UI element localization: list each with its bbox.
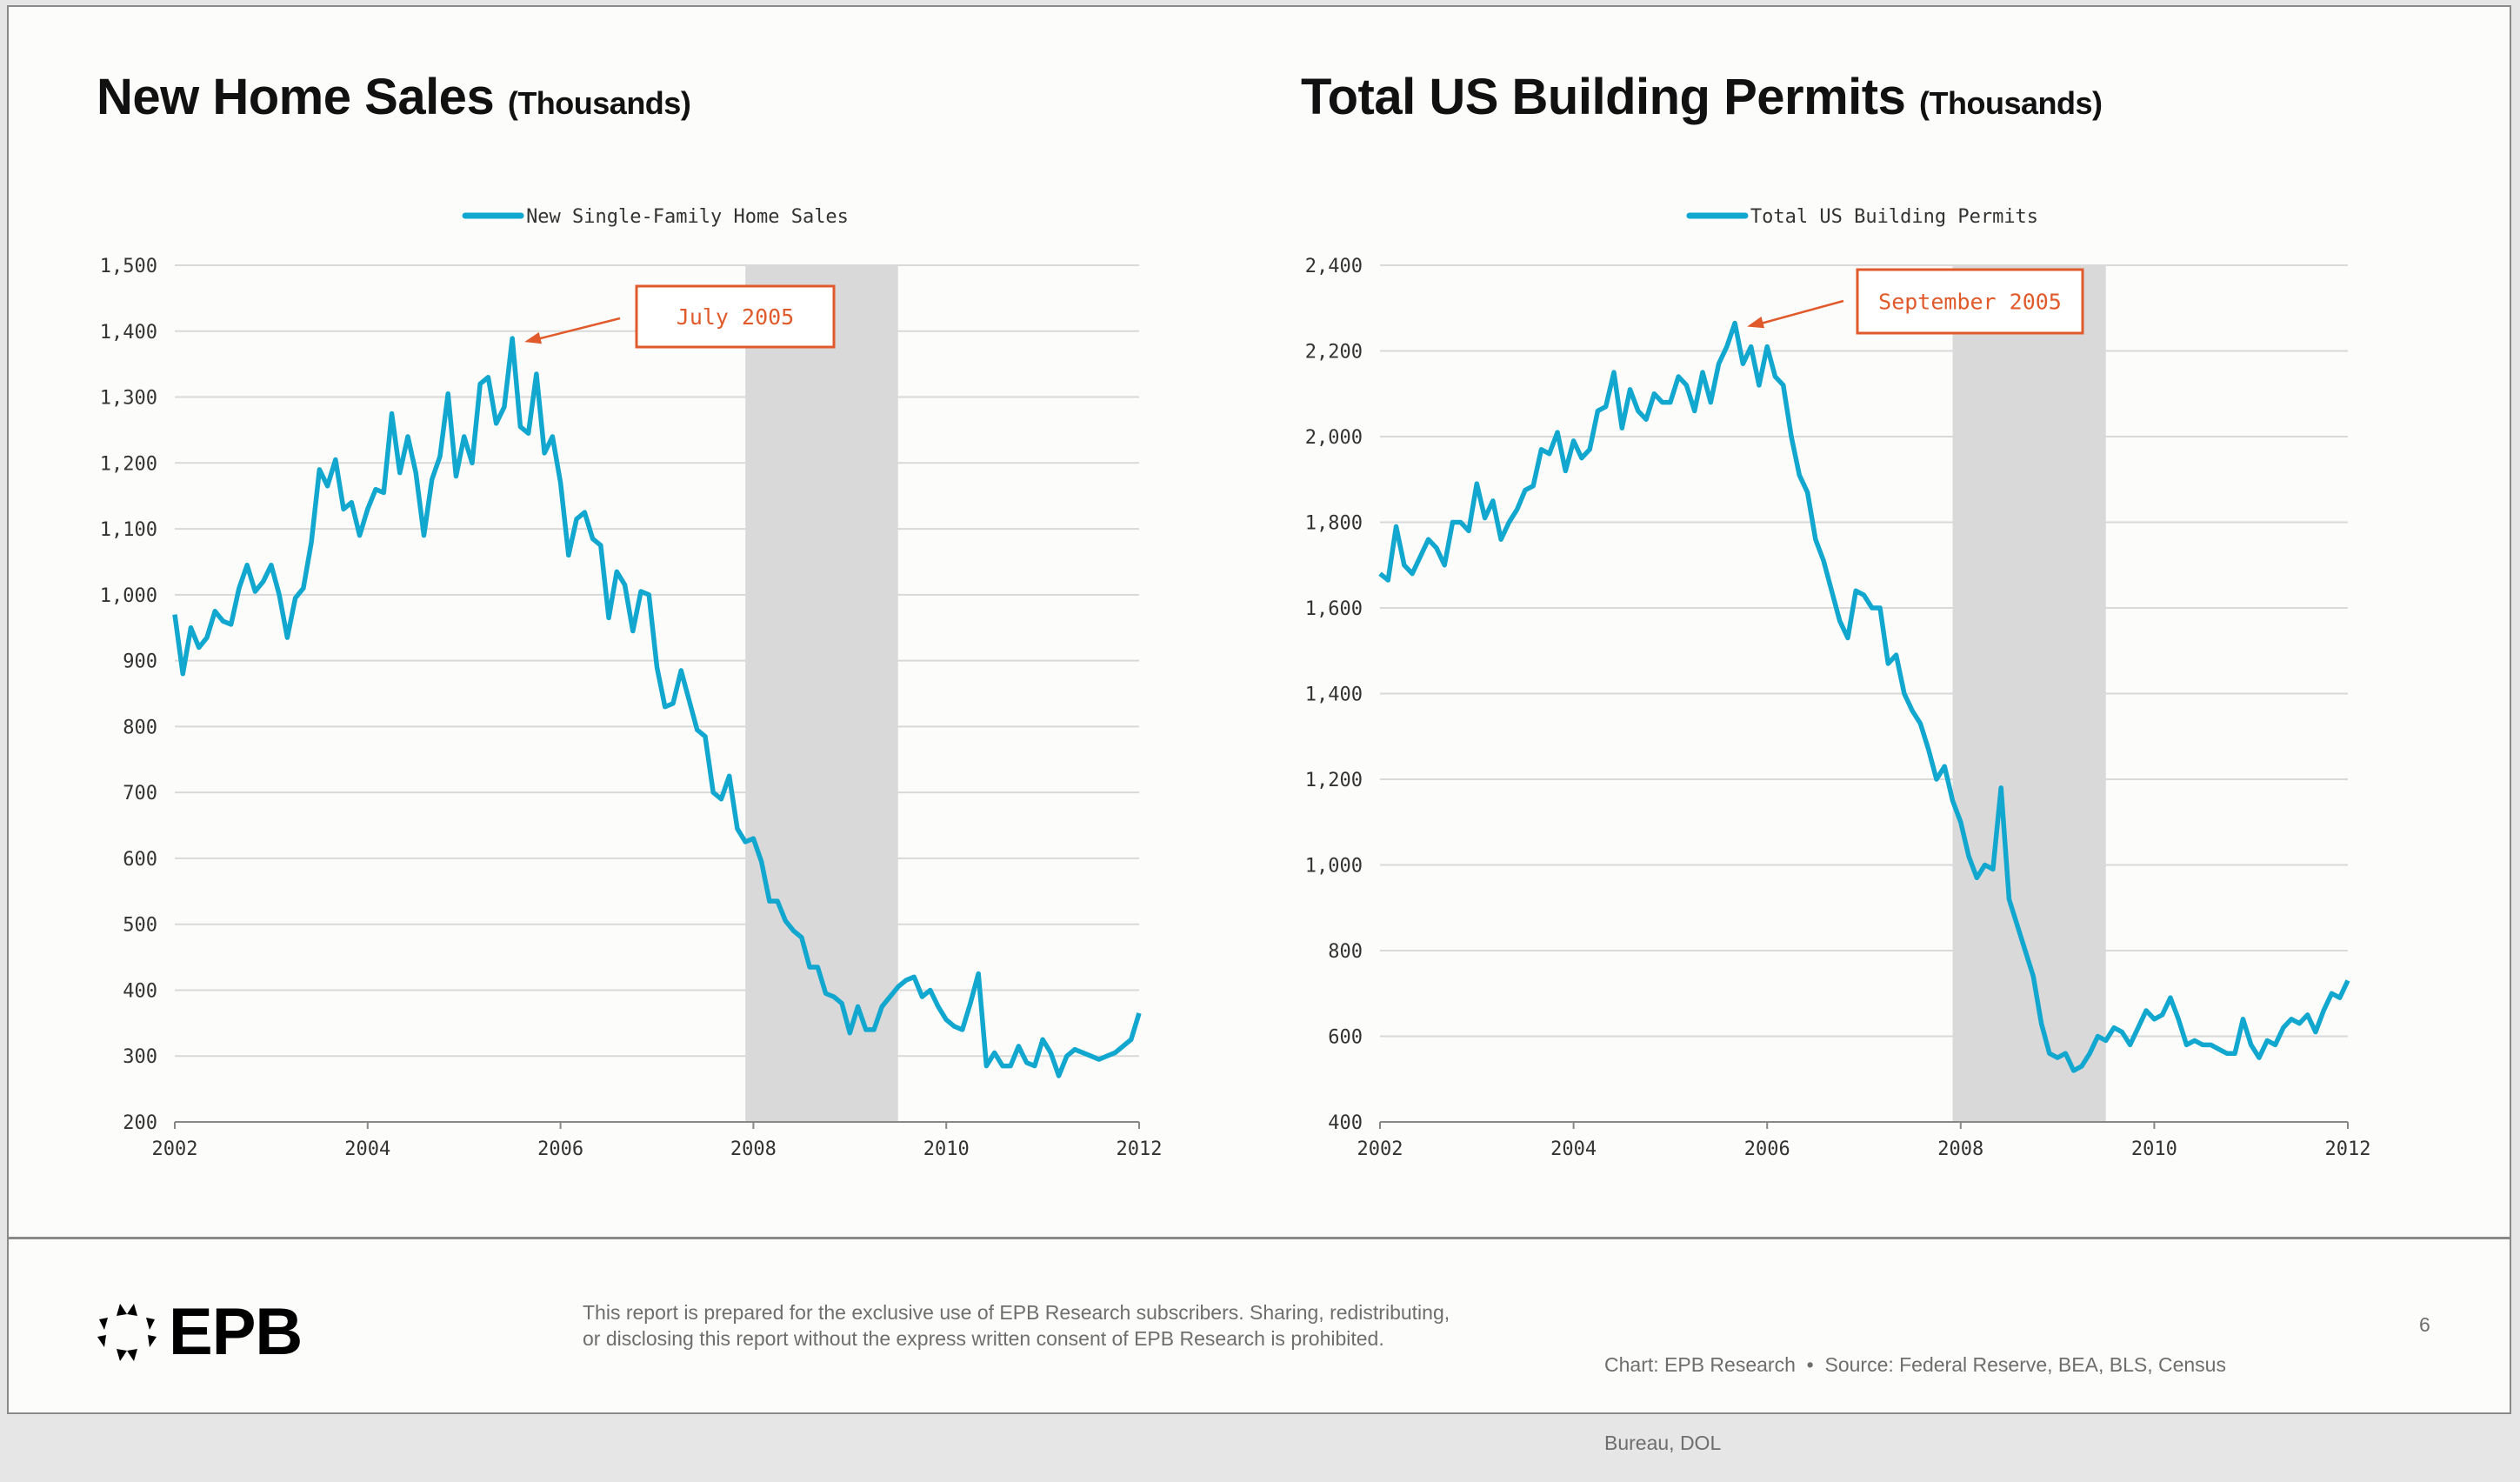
x-tick-label: 2012 xyxy=(1117,1138,1163,1160)
y-tick-label: 2,000 xyxy=(1305,427,1363,449)
annotation-label: September 2005 xyxy=(1878,290,2062,315)
x-tick-label: 2006 xyxy=(1744,1138,1790,1160)
disclaimer: This report is prepared for the exclusiv… xyxy=(583,1299,1450,1352)
recession-shading xyxy=(745,265,898,1122)
title-text: New Home Sales xyxy=(97,69,495,125)
x-tick-label: 2006 xyxy=(537,1138,583,1160)
annotation-label: July 2005 xyxy=(677,304,794,330)
chart-1: 400 600 800 1,000 1,200 1,400 1,600 1,800 2,000 2… xyxy=(1305,206,2371,1160)
x-tick-label: 2004 xyxy=(1550,1138,1597,1160)
annotation-arrowhead xyxy=(1747,317,1765,329)
annotation-arrow xyxy=(1758,299,1844,325)
y-tick-label: 1,100 xyxy=(100,519,157,541)
charts-canvas: 200 300 400 500 600 700 800 900 1,000 1,100 1,200 1… xyxy=(100,206,2371,1160)
source-line: Bureau, DOL xyxy=(1604,1432,1722,1454)
y-tick-label: 1,500 xyxy=(100,256,157,277)
y-tick-label: 1,200 xyxy=(1305,770,1363,791)
y-tick-label: 1,400 xyxy=(100,322,157,344)
y-tick-label: 1,200 xyxy=(100,453,157,475)
x-tick-label: 2008 xyxy=(730,1138,777,1160)
y-tick-label: 1,400 xyxy=(1305,684,1363,706)
source-note: Chart: EPB Research • Source: Federal Re… xyxy=(1604,1299,2226,1482)
logo-text: EPB xyxy=(169,1295,303,1369)
x-tick-label: 2002 xyxy=(1357,1138,1403,1160)
y-tick-label: 1,300 xyxy=(100,388,157,410)
page-number: 6 xyxy=(2419,1313,2430,1336)
x-tick-label: 2010 xyxy=(2131,1138,2177,1160)
title-text: Total US Building Permits xyxy=(1301,69,1906,125)
y-tick-label: 400 xyxy=(1328,1112,1363,1134)
epb-logo: EPB xyxy=(94,1294,303,1370)
legend-label: Total US Building Permits xyxy=(1750,206,2038,228)
y-tick-label: 600 xyxy=(123,849,157,871)
y-tick-label: 900 xyxy=(123,651,157,673)
x-tick-label: 2004 xyxy=(344,1138,390,1160)
x-tick-label: 2012 xyxy=(2325,1138,2371,1160)
y-tick-label: 200 xyxy=(123,1112,157,1134)
x-tick-label: 2008 xyxy=(1937,1138,1983,1160)
y-tick-label: 600 xyxy=(1328,1027,1363,1049)
series-line xyxy=(1378,320,2350,1073)
x-tick-label: 2010 xyxy=(923,1138,970,1160)
y-tick-label: 1,800 xyxy=(1305,513,1363,535)
disclaimer-line: or disclosing this report without the ex… xyxy=(583,1327,1384,1350)
y-tick-label: 500 xyxy=(123,915,157,937)
annotation-box xyxy=(1856,268,2084,335)
epb-logo-icon xyxy=(97,1303,157,1361)
chart-0: 200 300 400 500 600 700 800 900 1,000 1,100 1,200 1… xyxy=(100,206,1163,1160)
y-tick-label: 1,000 xyxy=(100,585,157,607)
y-tick-label: 1,600 xyxy=(1305,598,1363,620)
series-line xyxy=(172,336,1142,1078)
x-tick-label: 2002 xyxy=(152,1138,198,1160)
annotation-box xyxy=(635,284,836,349)
y-tick-label: 2,400 xyxy=(1305,256,1363,277)
y-tick-label: 1,000 xyxy=(1305,856,1363,878)
y-tick-label: 800 xyxy=(123,717,157,738)
annotation-arrowhead xyxy=(524,331,543,344)
y-tick-label: 400 xyxy=(123,980,157,1002)
title-unit: (Thousands) xyxy=(507,85,691,121)
annotation-arrow xyxy=(536,317,621,341)
disclaimer-line: This report is prepared for the exclusiv… xyxy=(583,1301,1450,1324)
source-line: Chart: EPB Research • Source: Federal Re… xyxy=(1604,1353,2226,1376)
y-tick-label: 700 xyxy=(123,783,157,804)
chart-title-new-home-sales: New Home Sales (Thousands) xyxy=(97,68,691,126)
y-tick-label: 800 xyxy=(1328,941,1363,963)
footer-divider xyxy=(7,1237,2511,1239)
title-unit: (Thousands) xyxy=(1919,85,2103,121)
y-tick-label: 300 xyxy=(123,1046,157,1068)
chart-title-building-permits: Total US Building Permits (Thousands) xyxy=(1301,68,2103,126)
y-tick-label: 2,200 xyxy=(1305,342,1363,364)
legend-label: New Single-Family Home Sales xyxy=(526,206,849,228)
